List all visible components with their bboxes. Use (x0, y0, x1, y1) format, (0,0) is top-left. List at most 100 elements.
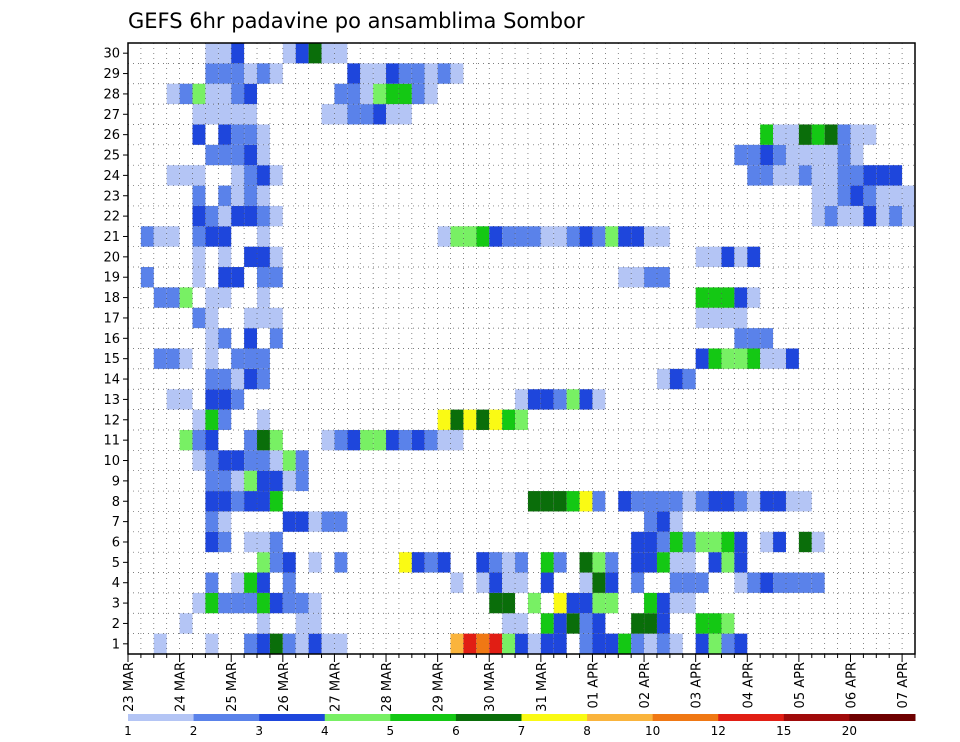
heatmap-cell (592, 592, 606, 614)
heatmap-cell (489, 552, 503, 573)
heatmap-cell (334, 83, 348, 105)
heatmap-cell (824, 144, 838, 166)
heatmap-cell (398, 104, 412, 125)
heatmap-cell (540, 491, 554, 512)
y-tick-label: 29 (103, 67, 120, 82)
heatmap-cell (502, 552, 516, 573)
heatmap-cell (695, 491, 709, 512)
heatmap-cell (682, 552, 696, 573)
heatmap-cell (257, 491, 270, 512)
colorbar-label: 10 (645, 724, 660, 738)
heatmap-cell (231, 43, 245, 64)
x-tick-label: 27 MAR (328, 662, 343, 712)
colorbar-swatch (193, 714, 260, 721)
heatmap-cell (656, 368, 670, 390)
y-tick-label: 13 (103, 393, 120, 408)
heatmap-cell (257, 226, 270, 247)
heatmap-cell (798, 491, 812, 512)
y-tick-label: 6 (112, 535, 120, 550)
heatmap-cell (721, 552, 735, 573)
heatmap-cell (321, 633, 335, 654)
y-tick-label: 4 (112, 576, 120, 591)
heatmap-cell (321, 43, 335, 64)
heatmap-cell (579, 633, 593, 654)
heatmap-cell (773, 348, 786, 369)
heatmap-cell (785, 165, 799, 186)
heatmap-cell (631, 613, 645, 634)
heatmap-cell (850, 205, 864, 227)
heatmap-cell (295, 592, 309, 614)
heatmap-cell (411, 83, 425, 105)
heatmap-cell (295, 613, 309, 634)
x-tick-label: 03 APR (690, 662, 705, 708)
heatmap-cell (179, 287, 193, 308)
heatmap-cell (592, 613, 606, 634)
heatmap-cell (476, 633, 490, 654)
heatmap-cell (566, 491, 580, 512)
heatmap-cell (231, 63, 245, 84)
heatmap-cell (682, 592, 696, 614)
y-tick-label: 14 (103, 373, 120, 388)
heatmap-cell (257, 63, 270, 84)
y-tick-label: 16 (103, 332, 120, 347)
heatmap-cell (192, 429, 206, 451)
heatmap-cell (153, 348, 167, 369)
heatmap-cell (644, 226, 657, 247)
heatmap-cell (798, 144, 812, 166)
heatmap-cell (282, 552, 296, 573)
heatmap-cell (811, 185, 825, 206)
heatmap-cell (579, 613, 593, 634)
heatmap-cell (760, 328, 774, 349)
heatmap-cell (669, 552, 683, 573)
heatmap-cell (244, 124, 258, 145)
heatmap-cell (437, 226, 451, 247)
heatmap-cell (644, 491, 657, 512)
heatmap-cell (553, 633, 567, 654)
heatmap-cell (347, 83, 361, 105)
heatmap-cell (785, 124, 799, 145)
heatmap-cell (760, 144, 774, 166)
heatmap-cell (476, 409, 490, 430)
heatmap-cell (644, 592, 657, 614)
heatmap-cell (205, 429, 219, 451)
heatmap-cell (166, 348, 180, 369)
heatmap-cell (618, 633, 632, 654)
heatmap-cell (773, 491, 786, 512)
heatmap-cell (205, 389, 219, 410)
heatmap-cell (798, 572, 812, 593)
heatmap-cell (205, 450, 219, 471)
heatmap-cell (734, 491, 748, 512)
heatmap-cell (566, 613, 580, 634)
heatmap-cell (424, 63, 438, 84)
heatmap-cell (192, 124, 206, 145)
heatmap-cell (231, 470, 245, 492)
heatmap-cell (218, 287, 232, 308)
heatmap-cell (721, 348, 735, 369)
heatmap-cell (257, 287, 270, 308)
y-tick-label: 3 (112, 597, 120, 612)
heatmap-cell (708, 633, 722, 654)
heatmap-cell (179, 429, 193, 451)
heatmap-cell (682, 368, 696, 390)
heatmap-cell (140, 226, 154, 247)
heatmap-cell (850, 124, 864, 145)
heatmap-cell (282, 511, 296, 532)
heatmap-cell (798, 124, 812, 145)
heatmap-cell (257, 165, 270, 186)
y-tick-label: 20 (103, 250, 120, 265)
colorbar-label: 8 (583, 724, 591, 738)
heatmap-cell (605, 592, 619, 614)
heatmap-cell (631, 226, 645, 247)
heatmap-cell (527, 592, 541, 614)
heatmap-cell (863, 205, 877, 227)
heatmap-cell (140, 267, 154, 288)
heatmap-cell (411, 63, 425, 84)
y-tick-label: 12 (103, 413, 120, 428)
heatmap-cell (579, 226, 593, 247)
heatmap-cell (644, 511, 657, 532)
heatmap-cell (553, 491, 567, 512)
heatmap-cell (269, 531, 283, 553)
heatmap-cell (282, 572, 296, 593)
heatmap-cell (398, 552, 412, 573)
heatmap-cell (218, 531, 232, 553)
